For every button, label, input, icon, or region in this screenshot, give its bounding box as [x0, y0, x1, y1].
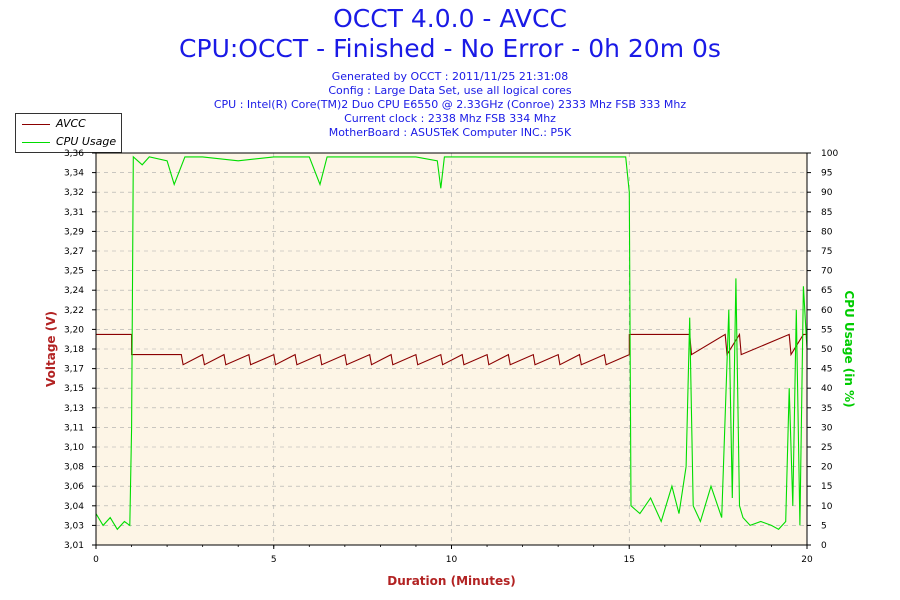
right-tick-label: 65 — [821, 286, 832, 296]
right-tick-label: 90 — [821, 188, 833, 198]
y-axis-title-left: Voltage (V) — [44, 311, 58, 387]
right-tick-label: 75 — [821, 247, 832, 257]
right-tick-label: 20 — [821, 463, 833, 473]
chart-subtitle: CPU:OCCT - Finished - No Error - 0h 20m … — [179, 34, 721, 63]
info-clock: Current clock : 2338 Mhz FSB 334 Mhz — [344, 112, 556, 125]
right-tick-label: 0 — [821, 541, 827, 551]
legend-label-avcc: AVCC — [56, 117, 86, 130]
right-tick-label: 70 — [821, 267, 833, 277]
legend-swatch-cpu-usage — [22, 142, 50, 143]
left-tick-label: 3,17 — [64, 365, 84, 375]
left-tick-label: 3,32 — [64, 188, 84, 198]
left-tick-label: 3,31 — [64, 208, 84, 218]
right-tick-label: 5 — [821, 521, 827, 531]
info-cpu: CPU : Intel(R) Core(TM)2 Duo CPU E6550 @… — [213, 98, 687, 111]
right-tick-label: 60 — [821, 306, 833, 316]
left-tick-label: 3,36 — [64, 149, 84, 159]
right-tick-label: 30 — [821, 423, 833, 433]
x-tick-label: 0 — [93, 555, 99, 565]
left-tick-label: 3,15 — [64, 384, 84, 394]
right-tick-label: 35 — [821, 404, 832, 414]
left-tick-label: 3,34 — [64, 169, 84, 179]
right-tick-label: 55 — [821, 325, 832, 335]
legend-label-cpu-usage: CPU Usage — [56, 135, 117, 148]
left-tick-label: 3,27 — [64, 247, 84, 257]
right-tick-label: 25 — [821, 443, 832, 453]
left-tick-label: 3,06 — [64, 482, 84, 492]
right-tick-label: 80 — [821, 227, 833, 237]
left-tick-label: 3,22 — [64, 306, 84, 316]
legend-item-avcc: AVCC — [16, 117, 121, 131]
right-tick-label: 15 — [821, 482, 832, 492]
right-tick-label: 40 — [821, 384, 833, 394]
left-tick-label: 3,25 — [64, 267, 84, 277]
legend-item-cpu-usage: CPU Usage — [16, 135, 121, 149]
x-tick-label: 5 — [271, 555, 277, 565]
chart-legend: AVCC CPU Usage — [15, 113, 122, 153]
right-tick-label: 100 — [821, 149, 838, 159]
x-tick-label: 20 — [801, 555, 813, 565]
left-tick-label: 3,11 — [64, 423, 84, 433]
left-tick-label: 3,10 — [64, 443, 84, 453]
left-tick-label: 3,08 — [64, 463, 84, 473]
left-tick-label: 3,18 — [64, 345, 84, 355]
left-tick-label: 3,04 — [64, 502, 84, 512]
plot-frame — [95, 152, 808, 546]
series-line-cpu-usage — [95, 155, 808, 531]
right-tick-label: 45 — [821, 365, 832, 375]
left-tick-label: 3,20 — [64, 325, 84, 335]
info-generated: Generated by OCCT : 2011/11/25 21:31:08 — [331, 70, 569, 83]
info-config: Config : Large Data Set, use all logical… — [328, 84, 572, 97]
left-tick-label: 3,24 — [64, 286, 84, 296]
x-tick-label: 15 — [624, 555, 635, 565]
right-tick-label: 50 — [821, 345, 833, 355]
left-tick-label: 3,01 — [64, 541, 84, 551]
left-tick-label: 3,29 — [64, 227, 84, 237]
legend-swatch-avcc — [22, 124, 50, 125]
right-tick-label: 85 — [821, 208, 832, 218]
left-tick-label: 3,13 — [64, 404, 84, 414]
y-axis-title-right: CPU Usage (in %) — [842, 290, 856, 407]
left-tick-label: 3,03 — [64, 521, 84, 531]
right-tick-label: 10 — [821, 502, 833, 512]
info-motherboard: MotherBoard : ASUSTeK Computer INC.: P5K — [328, 126, 572, 139]
chart-title: OCCT 4.0.0 - AVCC — [333, 4, 567, 33]
right-tick-label: 95 — [821, 169, 832, 179]
x-tick-label: 10 — [446, 555, 458, 565]
x-axis-title: Duration (Minutes) — [387, 574, 515, 588]
